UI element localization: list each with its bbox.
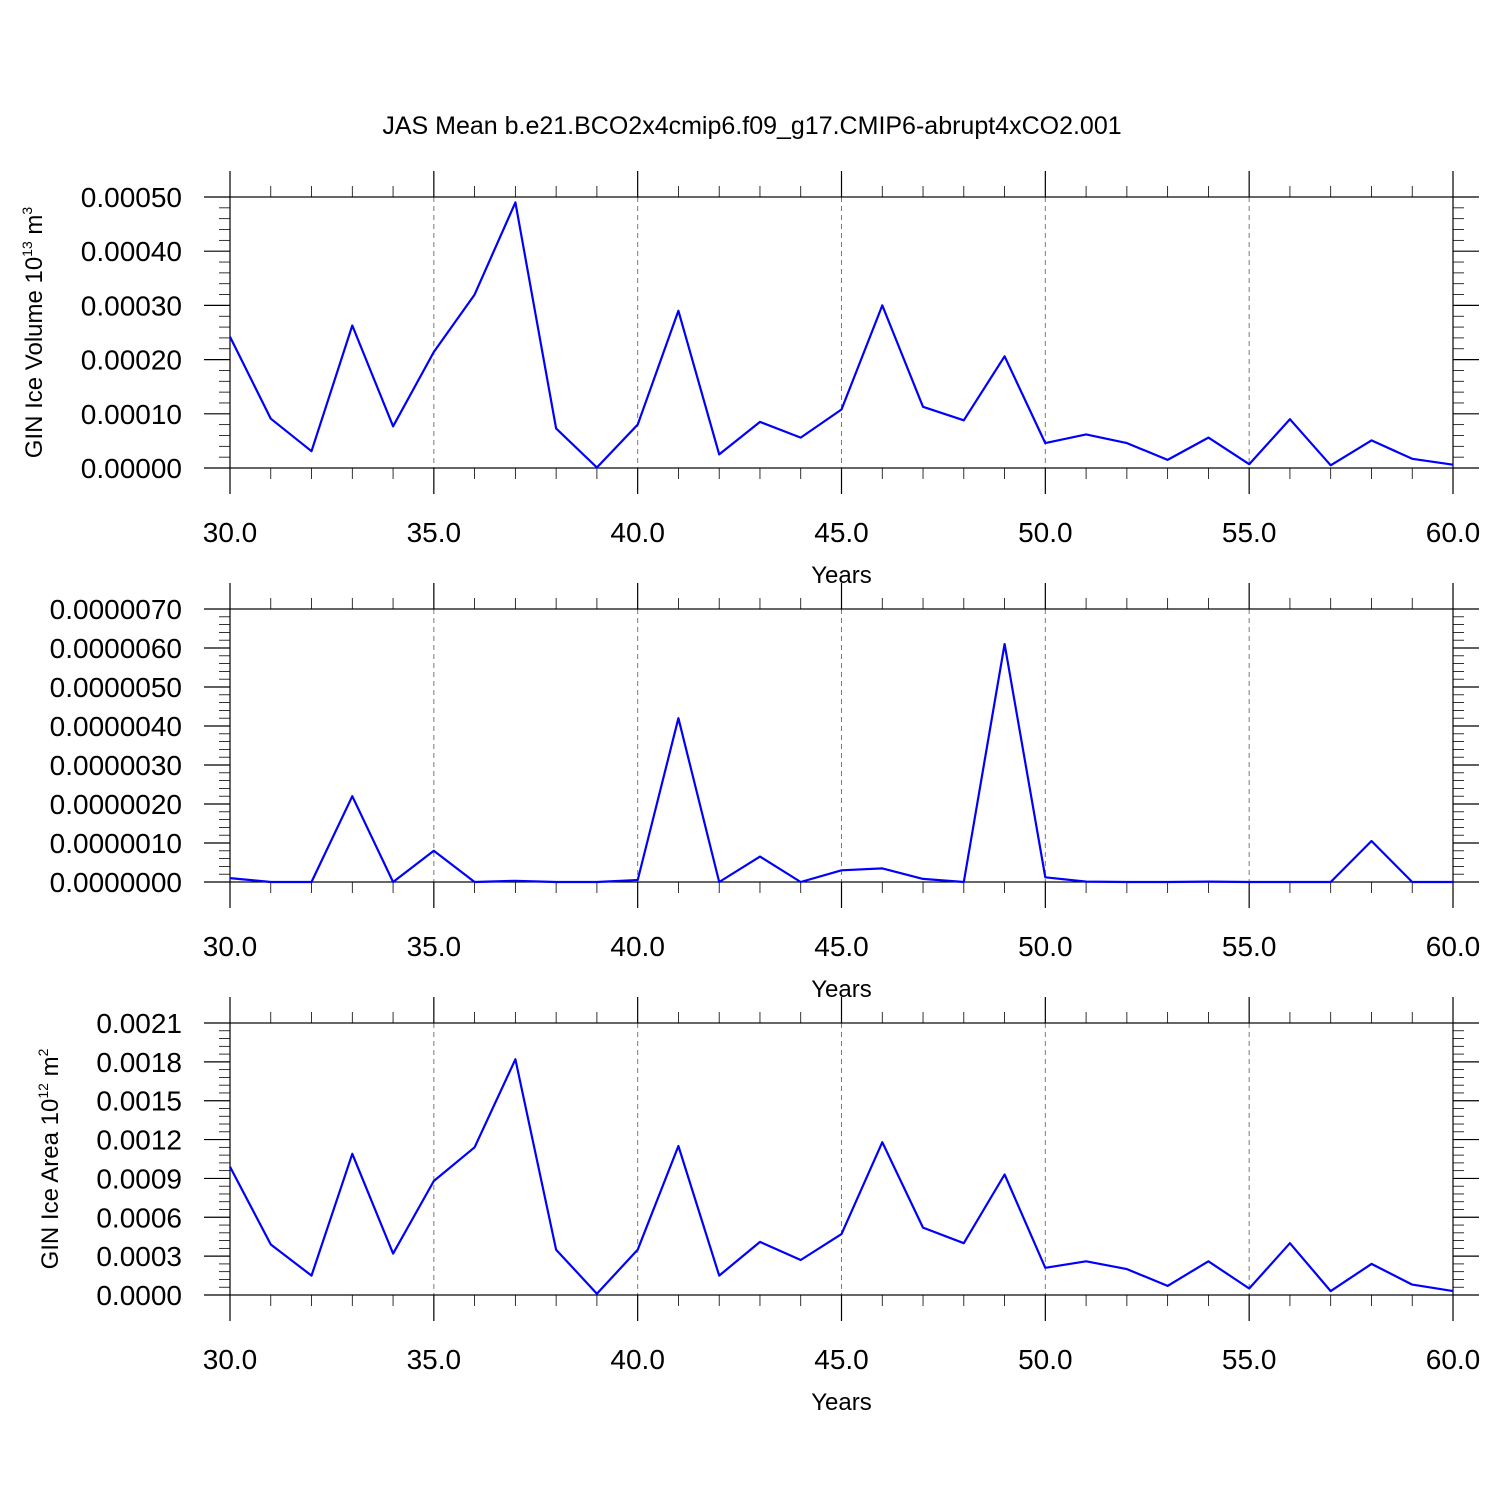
y-axis-label-unit: m <box>37 1056 64 1083</box>
y-tick-label: 0.0012 <box>96 1125 182 1156</box>
series-line <box>229 642 1453 884</box>
y-axis-label-text: GIN Ice Volume 10 <box>21 257 48 458</box>
y-tick-label: 0.0018 <box>96 1047 182 1078</box>
y-axis-label-exponent: 13 <box>19 241 35 257</box>
y-axis-label-unit-exponent: 3 <box>19 207 35 215</box>
x-tick-label: 45.0 <box>814 517 869 548</box>
y-tick-label: 0.0003 <box>96 1241 182 1272</box>
series-line <box>229 201 1454 469</box>
x-tick-label: 60.0 <box>1426 1344 1481 1375</box>
x-tick-label: 45.0 <box>814 1344 869 1375</box>
x-tick-label: 35.0 <box>407 517 462 548</box>
y-axis-label-exponent: 12 <box>35 1083 51 1099</box>
y-tick-label: 0.0015 <box>96 1086 182 1117</box>
middle-panel: 30.0 35.0 40.0 45.0 50.0 55.0 60.0Years0.00000… <box>50 583 1481 1003</box>
y-axis-label-unit-exponent: 2 <box>35 1048 51 1056</box>
x-tick-label: 35.0 <box>407 931 462 962</box>
y-tick-label: 0.0000070 <box>50 594 182 625</box>
x-tick-label: 60.0 <box>1426 931 1481 962</box>
y-tick-label: 0.0000060 <box>50 633 182 664</box>
y-tick-label: 0.0000 <box>96 1280 182 1311</box>
y-tick-label: 0.0000020 <box>50 789 182 820</box>
ice-volume-panel: 30.0 35.0 40.0 45.0 50.0 55.0 60.0Years0.00000… <box>19 171 1480 589</box>
y-tick-label: 0.00030 <box>81 290 182 321</box>
series-line <box>229 1058 1454 1295</box>
x-tick-label: 60.0 <box>1426 517 1481 548</box>
x-tick-label: 55.0 <box>1222 931 1277 962</box>
y-axis-label-unit: m <box>21 215 48 242</box>
figure-title: JAS Mean b.e21.BCO2x4cmip6.f09_g17.CMIP6… <box>382 112 1121 140</box>
y-axis-label-text: GIN Ice Area 10 <box>37 1099 64 1270</box>
x-tick-label: 55.0 <box>1222 517 1277 548</box>
y-tick-label: 0.0000050 <box>50 672 182 703</box>
y-tick-label: 0.0000040 <box>50 711 182 742</box>
x-tick-label: 30.0 <box>203 931 258 962</box>
y-tick-label: 0.00020 <box>81 345 182 376</box>
x-tick-label: 50.0 <box>1018 931 1073 962</box>
y-tick-label: 0.0006 <box>96 1202 182 1233</box>
x-tick-label: 55.0 <box>1222 1344 1277 1375</box>
ice-area-panel: 30.0 35.0 40.0 45.0 50.0 55.0 60.0 Years 0.0000 0… <box>35 997 1480 1416</box>
y-tick-label: 0.00010 <box>81 399 182 430</box>
y-tick-label: 0.00050 <box>81 182 182 213</box>
x-tick-label: 30.0 <box>203 1344 258 1375</box>
x-tick-label: 50.0 <box>1018 517 1073 548</box>
x-tick-label: 40.0 <box>610 517 665 548</box>
x-tick-label: 45.0 <box>814 931 869 962</box>
y-tick-label: 0.0000030 <box>50 750 182 781</box>
x-tick-label: 30.0 <box>203 517 258 548</box>
y-tick-label: 0.0009 <box>96 1163 182 1194</box>
y-tick-label: 0.0000010 <box>50 828 182 859</box>
x-tick-label: 40.0 <box>610 931 665 962</box>
y-tick-label: 0.00040 <box>81 236 182 267</box>
x-tick-label: 35.0 <box>407 1344 462 1375</box>
y-tick-label: 0.0021 <box>96 1008 182 1039</box>
x-tick-label: 40.0 <box>610 1344 665 1375</box>
y-axis-label: GIN Ice Area 1012 m2 <box>35 1048 64 1269</box>
y-tick-label: 0.0000000 <box>50 867 182 898</box>
x-axis-label: Years <box>811 1389 872 1416</box>
y-tick-label: 0.00000 <box>81 453 182 484</box>
y-axis-label: GIN Ice Volume 1013 m3 <box>19 207 48 459</box>
x-tick-label: 50.0 <box>1018 1344 1073 1375</box>
